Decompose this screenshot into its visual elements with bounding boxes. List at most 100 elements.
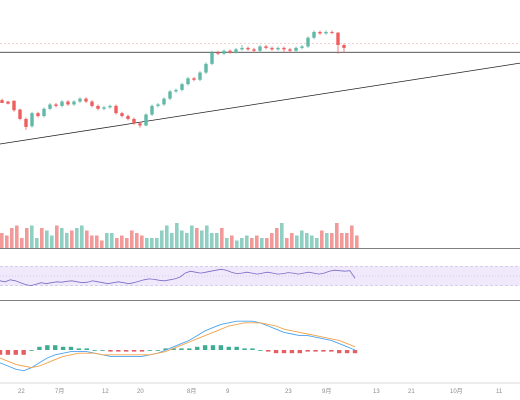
volume-bar: [75, 228, 79, 248]
candle-body: [270, 47, 274, 50]
volume-bar: [150, 238, 154, 248]
macd-histogram-bar: [321, 350, 326, 352]
candle-body: [222, 50, 226, 54]
volume-bar: [185, 233, 189, 248]
candle-body: [12, 100, 16, 111]
volume-bar: [245, 235, 249, 248]
x-tick-label: 9月: [322, 388, 331, 395]
candle-body: [216, 52, 220, 54]
candle-body: [180, 84, 184, 90]
candle-body: [186, 78, 190, 85]
candle-body: [198, 72, 202, 80]
macd-histogram-bar: [60, 346, 66, 350]
candle-body: [120, 113, 124, 117]
volume-bar: [0, 233, 4, 248]
candle-body: [78, 98, 82, 102]
volume-bar: [325, 233, 329, 248]
x-tick-label: 22: [18, 389, 25, 395]
macd-histogram-bar: [313, 350, 318, 352]
macd-histogram-bar: [68, 346, 74, 350]
x-tick-label: 10月: [450, 388, 463, 395]
macd-histogram-bar: [210, 345, 216, 350]
volume-panel: [0, 223, 520, 249]
volume-bar: [305, 233, 309, 248]
volume-bar: [235, 240, 239, 248]
volume-bar: [310, 235, 314, 248]
volume-bar: [95, 235, 99, 248]
volume-bar: [230, 235, 234, 248]
volume-bar: [200, 230, 204, 248]
candle-body: [132, 118, 136, 124]
volume-bar: [195, 228, 199, 248]
volume-bar: [350, 225, 354, 248]
macd-histogram-bar: [53, 345, 58, 350]
volume-bar: [320, 230, 324, 248]
candle-body: [174, 89, 178, 92]
oscillator-panel: [0, 266, 520, 301]
candle-body: [24, 118, 28, 127]
macd-histogram-bar: [147, 350, 153, 351]
candle-body: [300, 46, 304, 48]
volume-bar: [35, 238, 39, 248]
candle-body: [138, 123, 142, 126]
macd-histogram-bar: [131, 350, 137, 352]
candle-body: [66, 101, 70, 105]
candle-body: [108, 105, 112, 108]
macd-histogram-bar: [242, 348, 247, 350]
candle-body: [72, 101, 76, 105]
macd-histogram-bar: [92, 350, 97, 351]
candle-body: [168, 91, 172, 99]
x-tick-label: 7月: [55, 388, 64, 395]
macd-histogram-bar: [171, 348, 176, 350]
oscillator-line: [0, 268, 356, 287]
volume-bar: [315, 238, 319, 248]
macd-histogram-bar: [13, 350, 18, 355]
candle-body: [42, 108, 46, 117]
volume-bar: [285, 238, 289, 248]
volume-bar: [205, 225, 209, 248]
candle-body: [318, 31, 322, 34]
candle-body: [0, 100, 4, 103]
volume-bar: [80, 225, 84, 248]
volume-bar: [225, 238, 229, 248]
candle-body: [36, 113, 40, 117]
volume-bar: [25, 228, 29, 248]
macd-histogram-bar: [100, 350, 105, 351]
candle-body: [228, 50, 232, 53]
macd-histogram-bar: [281, 350, 287, 354]
volume-bar: [175, 223, 179, 248]
macd-histogram-bar: [108, 350, 113, 352]
volume-bar: [240, 238, 244, 248]
macd-histogram-bar: [29, 350, 34, 351]
macd-histogram-bar: [337, 350, 342, 354]
volume-bar: [65, 233, 69, 248]
macd-histogram-bar: [179, 348, 184, 350]
volume-bar: [340, 233, 344, 248]
volume-bar: [165, 225, 169, 248]
macd-histogram-bar: [5, 350, 11, 355]
candle-body: [234, 49, 238, 53]
volume-bar: [10, 228, 14, 248]
macd-histogram-bar: [163, 348, 168, 350]
volume-bar: [30, 225, 34, 248]
volume-bar: [145, 238, 149, 248]
macd-histogram-bar: [250, 348, 255, 350]
macd-line: [0, 322, 356, 369]
candle-body: [126, 116, 130, 119]
x-tick-label: 23: [285, 389, 292, 395]
volume-bar: [115, 238, 119, 248]
candle-body: [90, 101, 94, 106]
macd-histogram-bar: [0, 350, 3, 355]
volume-bar: [100, 240, 104, 248]
volume-bar: [45, 230, 49, 248]
macd-histogram-bar: [329, 350, 334, 352]
candle-body: [294, 47, 298, 51]
macd-histogram-bar: [187, 348, 192, 350]
candle-body: [312, 31, 316, 38]
candle-body: [48, 104, 52, 109]
candle-body: [84, 98, 88, 102]
candle-body: [204, 63, 208, 73]
x-tick-label: 12: [102, 389, 109, 395]
macd-histogram-bar: [266, 350, 271, 352]
